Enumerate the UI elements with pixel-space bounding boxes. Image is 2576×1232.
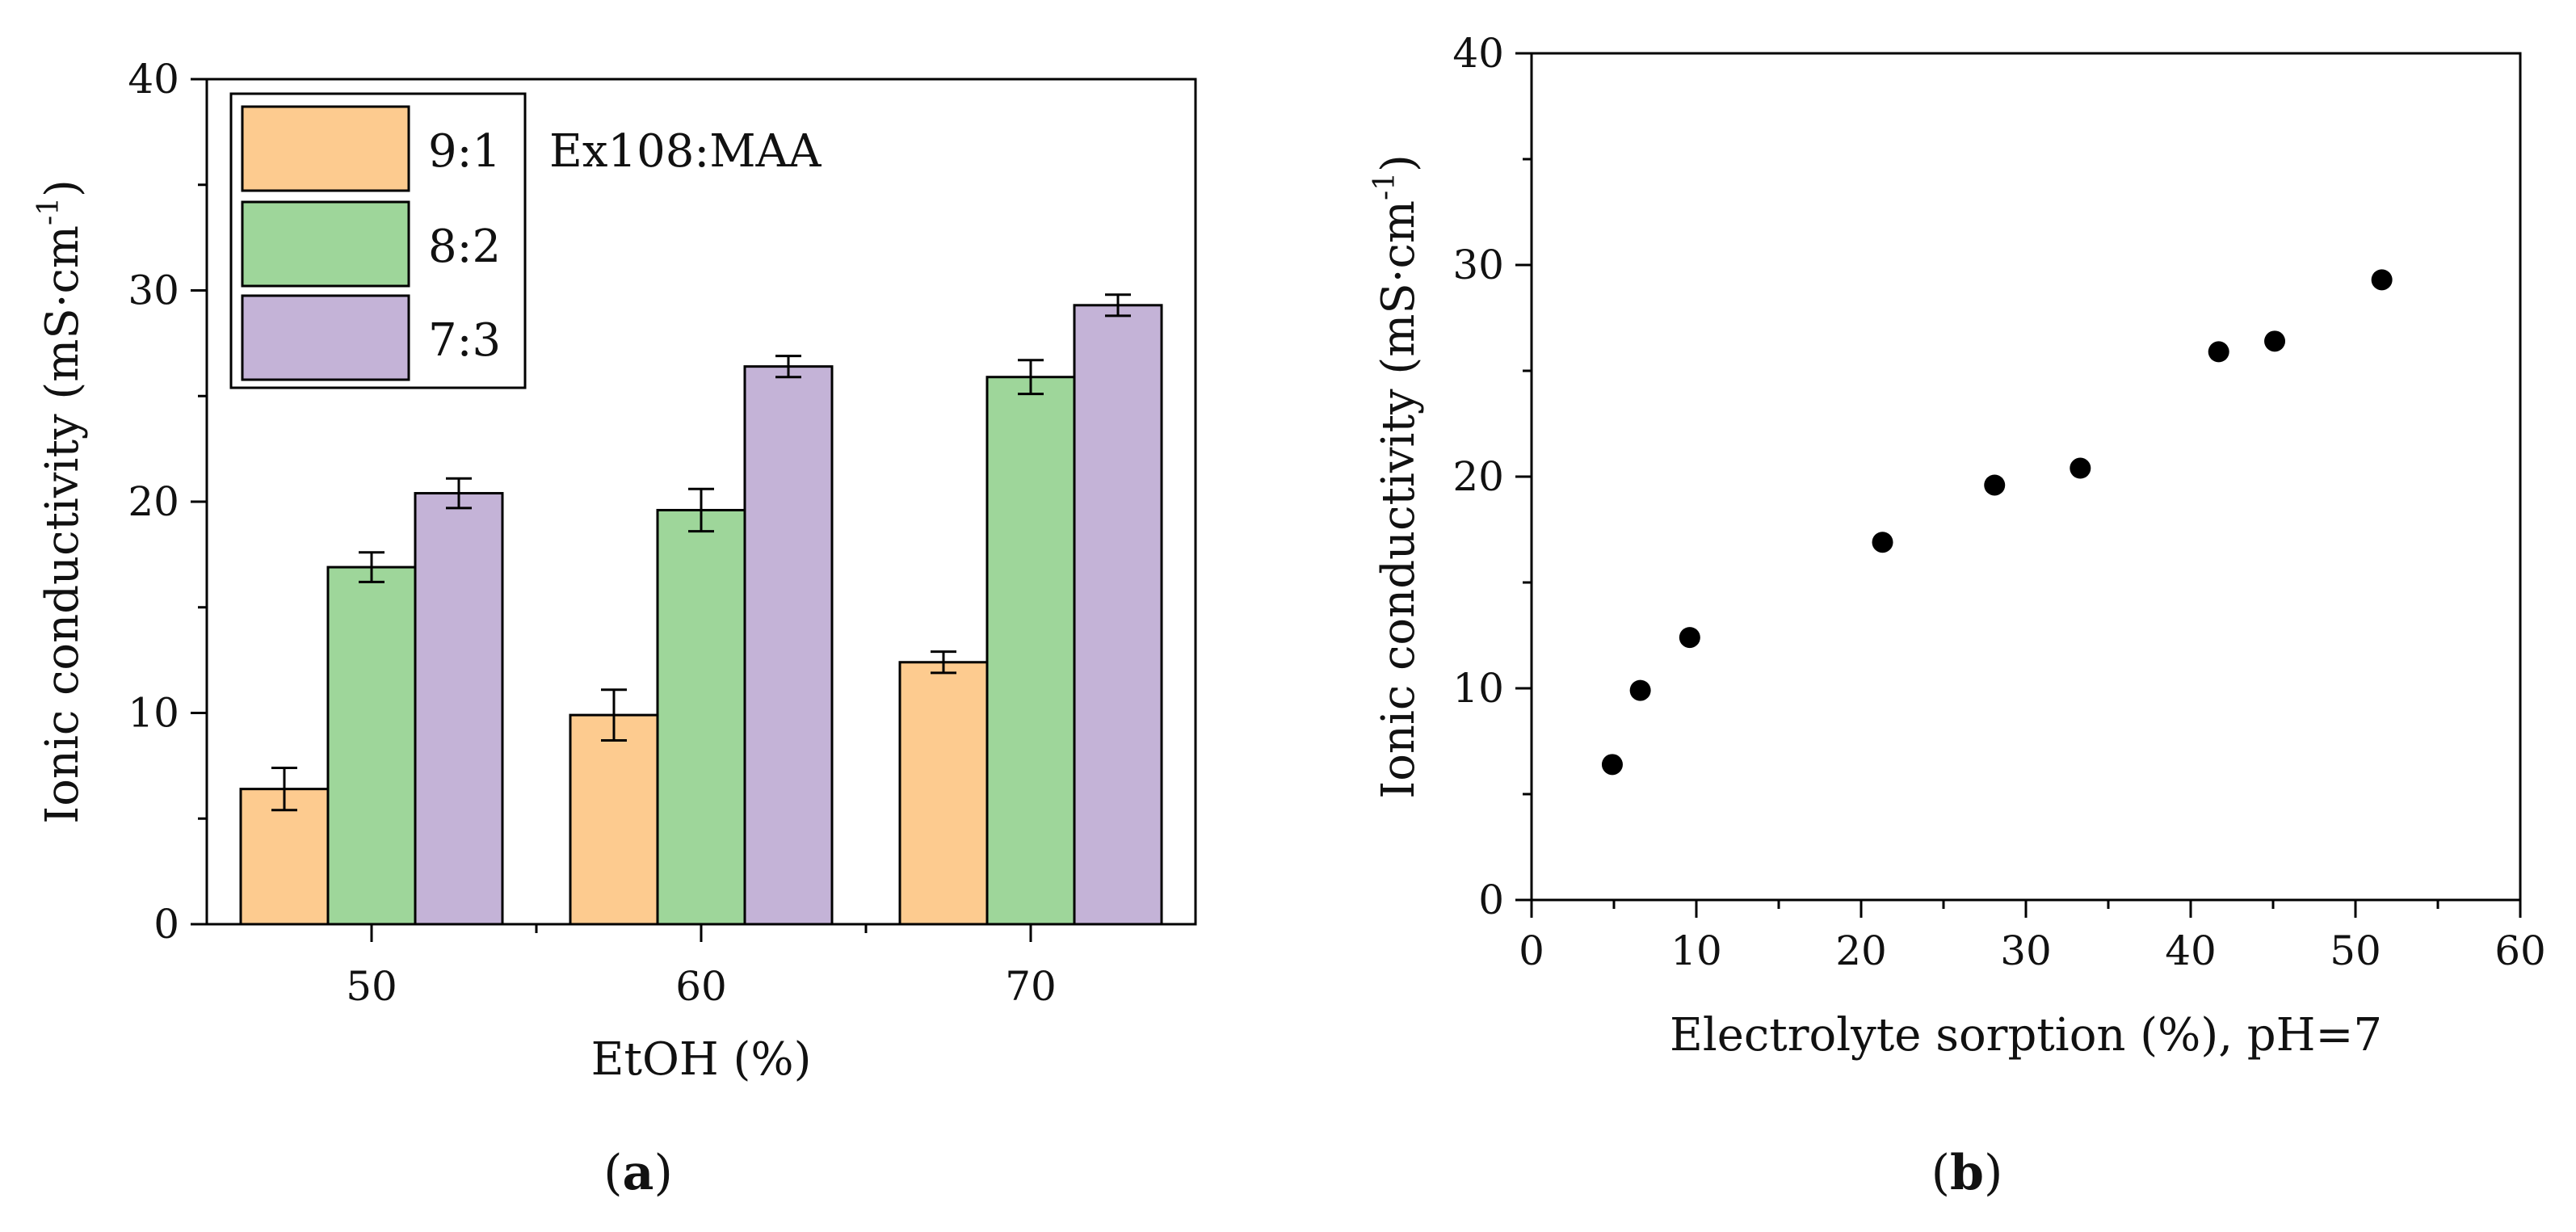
scatter-point bbox=[1601, 754, 1623, 776]
panel-a-x-tick-label: 60 bbox=[675, 963, 727, 1010]
panel-b-y-tick-label: 0 bbox=[1478, 877, 1504, 923]
panel-b-label-letter: b bbox=[1950, 1145, 1984, 1201]
panel-b-y-axis-title: Ionic conductivity (mS·cm-1) bbox=[1368, 154, 1425, 799]
panel-b-y-ticks: 0 10 20 30 40 bbox=[1452, 30, 1532, 923]
panel-a-x-tick-label: 50 bbox=[346, 963, 397, 1010]
panel-b-x-tick-label: 10 bbox=[1670, 927, 1722, 974]
scatter-point bbox=[1872, 532, 1893, 553]
scatter-point bbox=[2070, 457, 2091, 479]
legend-title: Ex108:MAA bbox=[549, 125, 822, 178]
scatter-point bbox=[2371, 269, 2393, 291]
panel-b-y-tick-label: 20 bbox=[1452, 453, 1504, 500]
panel-b-x-tick-label: 0 bbox=[1519, 927, 1544, 974]
panel-b: 0 10 20 30 40 0 10 20 30 40 50 60 Ionic conductivi… bbox=[1368, 30, 2546, 1201]
panel-b-x-ticks: 0 10 20 30 40 50 60 bbox=[1519, 900, 2546, 974]
panel-a-x-tick-label: 70 bbox=[1005, 963, 1057, 1010]
panel-a-label-letter: a bbox=[623, 1145, 654, 1201]
panel-b-x-tick-label: 30 bbox=[2000, 927, 2052, 974]
panel-a-bars bbox=[239, 293, 1163, 926]
panel-a-y-tick-label: 10 bbox=[128, 690, 179, 737]
panel-a-y-title-close: ) bbox=[36, 179, 89, 197]
scatter-point bbox=[1629, 679, 1651, 701]
bar-7-3-70 bbox=[1073, 304, 1163, 926]
legend-label-8-2: 8:2 bbox=[428, 221, 501, 273]
panel-a-x-ticks: 50 60 70 bbox=[346, 924, 1057, 1010]
bar-9-1-70 bbox=[898, 661, 989, 926]
bar-7-3-50 bbox=[414, 492, 504, 926]
panel-b-y-title-close: ) bbox=[1372, 154, 1425, 172]
panel-a-y-tick-label: 40 bbox=[128, 56, 179, 103]
panel-b-points bbox=[1601, 269, 2393, 776]
panel-b-y-title-sup: -1 bbox=[1368, 172, 1401, 200]
scatter-point bbox=[1984, 474, 2006, 496]
panel-a-legend: 9:1 8:2 7:3 Ex108:MAA bbox=[229, 92, 822, 389]
legend-swatch-9-1 bbox=[241, 105, 410, 192]
panel-a-y-tick-label: 20 bbox=[128, 478, 179, 525]
bar-8-2-70 bbox=[985, 376, 1076, 926]
bar-8-2-50 bbox=[326, 566, 417, 926]
legend-swatch-7-3 bbox=[241, 294, 410, 381]
panel-b-x-tick-label: 60 bbox=[2494, 927, 2546, 974]
legend-label-9-1: 9:1 bbox=[428, 125, 501, 178]
panel-a-y-axis-title: Ionic conductivity (mS·cm-1) bbox=[32, 179, 89, 824]
panel-a-y-title-sup: -1 bbox=[32, 197, 65, 225]
panel-a-x-axis-title: EtOH (%) bbox=[591, 1033, 812, 1086]
panel-b-plot-frame bbox=[1530, 52, 2522, 902]
panel-b-x-tick-label: 40 bbox=[2165, 927, 2217, 974]
bar-8-2-60 bbox=[656, 508, 746, 926]
scatter-point bbox=[1679, 627, 1700, 649]
panel-b-x-tick-label: 50 bbox=[2330, 927, 2381, 974]
panel-b-x-tick-label: 20 bbox=[1835, 927, 1887, 974]
panel-b-y-tick-label: 10 bbox=[1452, 665, 1504, 712]
panel-a: 0 10 20 30 40 50 60 70 9:1 8:2 7:3 Ex108:MAA I… bbox=[32, 56, 1197, 1201]
panel-b-y-title-main: Ionic conductivity (mS·cm bbox=[1372, 200, 1425, 799]
panel-a-y-tick-label: 0 bbox=[153, 901, 179, 948]
panel-b-label: (b) bbox=[1931, 1145, 2003, 1201]
panel-a-y-ticks: 0 10 20 30 40 bbox=[128, 56, 207, 948]
scatter-point bbox=[2208, 341, 2229, 363]
panel-a-y-tick-label: 30 bbox=[128, 267, 179, 314]
bar-9-1-60 bbox=[569, 713, 659, 926]
panel-b-x-axis-title: Electrolyte sorption (%), pH=7 bbox=[1670, 1009, 2382, 1062]
bar-9-1-50 bbox=[239, 788, 330, 926]
panel-a-y-title-main: Ionic conductivity (mS·cm bbox=[36, 225, 89, 824]
panel-a-label: (a) bbox=[603, 1145, 673, 1201]
scatter-point bbox=[2264, 330, 2286, 352]
legend-label-7-3: 7:3 bbox=[428, 314, 501, 367]
bar-7-3-60 bbox=[743, 365, 834, 926]
panel-b-y-tick-label: 40 bbox=[1452, 30, 1504, 77]
legend-swatch-8-2 bbox=[241, 200, 410, 288]
panel-b-y-tick-label: 30 bbox=[1452, 242, 1504, 288]
